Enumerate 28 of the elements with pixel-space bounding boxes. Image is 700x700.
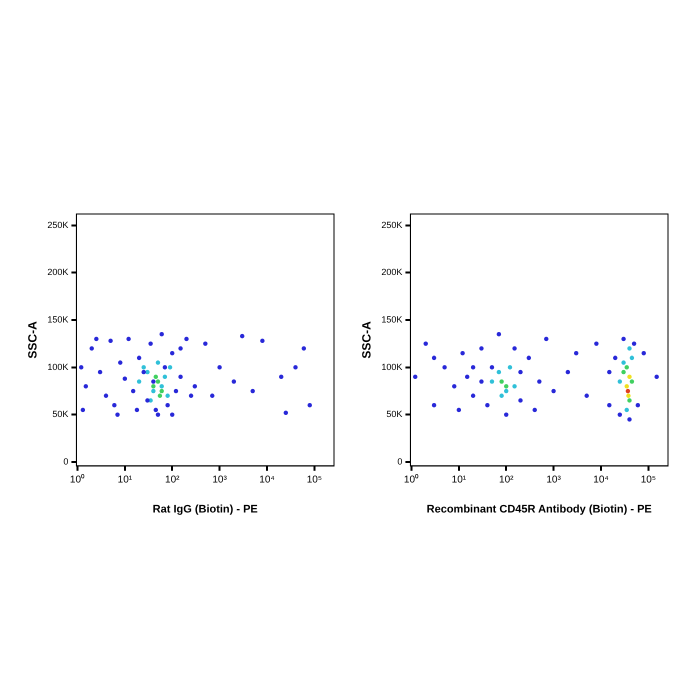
y-tick-label: 100K (47, 362, 68, 372)
x-tick-label: 10⁴ (593, 474, 609, 486)
x-tick-label: 10⁰ (70, 474, 86, 486)
y-tick-label: 200K (47, 267, 68, 278)
y-tick-label: 200K (381, 267, 402, 278)
x-axis-title: Rat IgG (Biotin) - PE (152, 503, 258, 516)
y-tick-label: 50K (386, 409, 402, 420)
y-tick-label: 150K (381, 314, 402, 325)
x-tick-label: 10¹ (118, 474, 133, 486)
y-tick-label: 0 (63, 456, 68, 466)
x-tick-label: 10² (498, 474, 514, 486)
x-tick-label: 10³ (546, 474, 562, 486)
y-tick-label: 50K (52, 409, 68, 420)
y-axis-title: SSC-A (360, 320, 374, 359)
x-tick-label: 10² (164, 474, 180, 486)
y-tick-label: 0 (397, 456, 402, 466)
x-axis-title: Recombinant CD45R Antibody (Biotin) - PE (426, 503, 652, 516)
x-tick-label: 10⁵ (640, 474, 656, 486)
y-tick-label: 250K (47, 220, 68, 230)
x-tick-label: 10¹ (452, 474, 467, 486)
x-tick-label: 10⁰ (404, 474, 420, 486)
x-tick-label: 10⁴ (259, 474, 275, 486)
y-tick-label: 100K (381, 362, 402, 372)
y-tick-label: 250K (381, 220, 402, 230)
y-tick-label: 150K (47, 314, 68, 325)
x-tick-label: 10⁵ (306, 474, 322, 486)
y-axis-title: SSC-A (26, 320, 40, 359)
x-tick-label: 10³ (212, 474, 228, 486)
